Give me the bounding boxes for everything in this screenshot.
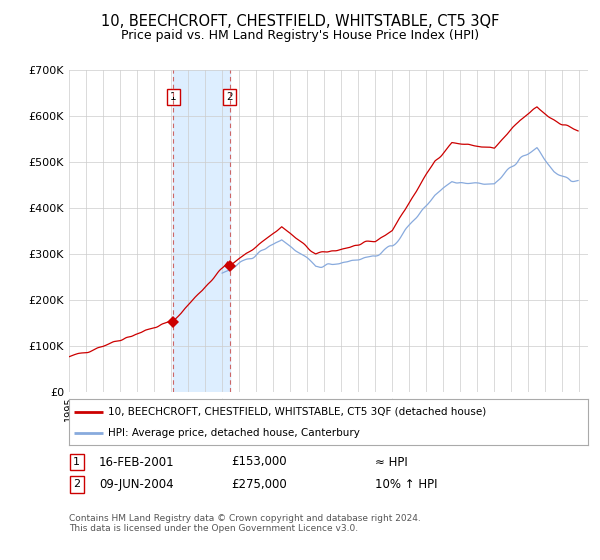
Text: Price paid vs. HM Land Registry's House Price Index (HPI): Price paid vs. HM Land Registry's House … bbox=[121, 29, 479, 42]
Text: £275,000: £275,000 bbox=[231, 478, 287, 491]
Text: 10, BEECHCROFT, CHESTFIELD, WHITSTABLE, CT5 3QF: 10, BEECHCROFT, CHESTFIELD, WHITSTABLE, … bbox=[101, 14, 499, 29]
Text: £153,000: £153,000 bbox=[231, 455, 287, 469]
Bar bbox=[173, 70, 230, 392]
Text: Contains HM Land Registry data © Crown copyright and database right 2024.
This d: Contains HM Land Registry data © Crown c… bbox=[69, 514, 421, 534]
Text: 1: 1 bbox=[170, 92, 176, 102]
Text: 09-JUN-2004: 09-JUN-2004 bbox=[99, 478, 173, 491]
Text: 16-FEB-2001: 16-FEB-2001 bbox=[99, 455, 175, 469]
Text: 10, BEECHCROFT, CHESTFIELD, WHITSTABLE, CT5 3QF (detached house): 10, BEECHCROFT, CHESTFIELD, WHITSTABLE, … bbox=[108, 407, 486, 417]
Text: 10% ↑ HPI: 10% ↑ HPI bbox=[375, 478, 437, 491]
Text: 1: 1 bbox=[73, 457, 80, 467]
Text: 2: 2 bbox=[73, 479, 80, 489]
Text: 2: 2 bbox=[226, 92, 233, 102]
Text: ≈ HPI: ≈ HPI bbox=[375, 455, 408, 469]
Text: HPI: Average price, detached house, Canterbury: HPI: Average price, detached house, Cant… bbox=[108, 428, 360, 438]
